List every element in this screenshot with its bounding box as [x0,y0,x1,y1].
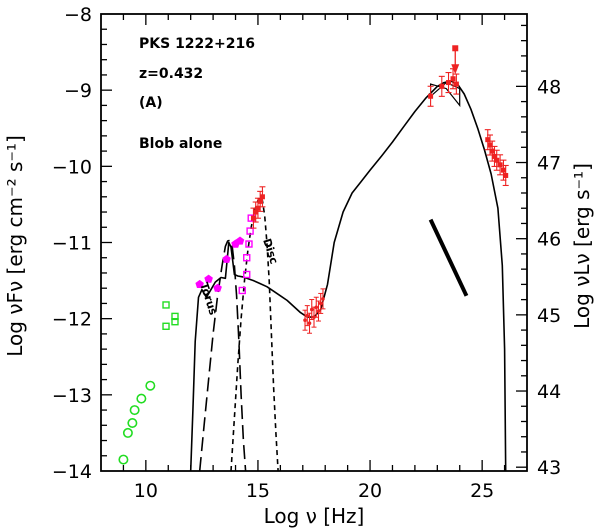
optical-point [246,227,254,235]
series-radio [118,380,156,465]
uv-point [255,205,261,211]
y2-tick-label: 46 [537,229,561,251]
bowtie-slope [428,218,469,297]
x-axis-title: Log ν [Hz] [264,504,365,528]
series-xray [302,288,326,334]
ir-point [222,254,231,263]
series-ir [195,236,245,292]
radio-point [145,380,156,391]
uv-point [259,194,265,200]
case-label: (A) [139,95,163,111]
radio-point [136,393,147,404]
xray-point [309,307,314,312]
radio-point [127,418,138,429]
uv-point [257,198,263,204]
gamma_fermi-point [446,80,452,86]
series-optical [238,214,255,295]
ir-point [204,274,213,283]
xray-point [307,321,312,326]
tev_magic-point [485,137,491,143]
plot-frame [100,13,528,472]
series-uv [250,186,266,229]
y2-axis-title: Log νLν [erg s⁻¹] [570,163,594,329]
x-tick-label: 25 [470,480,494,502]
gamma_fermi-point [439,83,445,89]
optical-point [238,286,246,295]
mm-point [171,318,179,326]
tev_magic-point [489,148,495,154]
redshift-label: z=0.432 [139,66,203,82]
tev_magic-point [491,153,497,159]
ir-point [195,279,204,288]
radio-point [118,454,129,465]
y2-tick-label: 48 [537,76,561,98]
fermi_upper_limit-point-arrow-head [451,64,460,75]
tev_magic-point [487,142,493,148]
xray-point [318,301,323,306]
gamma_fermi-point [453,81,459,87]
tev_magic-point [497,162,503,168]
series-tev_magic [484,129,509,187]
ticks-layer: 10 15 20 25 −14 −13 −12 −11 −10 −9 −8 43 44 45 46 47 48 [52,4,561,502]
tev_magic-point [503,172,509,178]
model-curve-torus [198,239,247,472]
xray-point [321,297,325,301]
ir-point [213,283,222,292]
tev_magic-point [500,167,506,173]
ir-point [235,236,245,245]
y2-tick-label: 45 [537,305,561,327]
y-tick-label: −14 [52,461,92,483]
gamma_fermi-point [428,93,434,99]
gamma_fermi-point [450,76,456,82]
radio-point [129,405,140,416]
model-label: Blob alone [139,136,222,152]
uv-point [250,215,256,221]
radio-point [122,427,133,438]
y-axis-title: Log νFν [erg cm⁻² s⁻¹] [3,135,27,357]
data-points [118,45,509,465]
series-fermi_upper_limit [451,45,460,75]
xray-point [314,305,319,310]
optical-point [245,240,253,248]
y2-tick-label: 47 [537,153,561,175]
xray-point [305,313,310,318]
source-name: PKS 1222+216 [139,36,255,52]
optical-point [243,270,251,279]
x-tick-label: 15 [246,480,270,502]
y-tick-label: −10 [52,156,92,178]
mm-point [162,322,170,330]
y-tick-label: −13 [52,385,92,407]
series-mm [162,301,179,330]
x-tick-label: 20 [358,480,382,502]
tev_magic-point [494,157,500,163]
y-tick-label: −8 [64,4,92,26]
series-gamma_fermi [427,68,460,107]
mm-point [162,301,170,309]
optical-point [243,254,251,262]
y2-tick-label: 43 [537,457,561,479]
series-bowtie_slope [428,218,469,297]
y-tick-label: −12 [52,309,92,331]
uv-point [253,209,259,215]
y-tick-label: −9 [64,80,92,102]
x-tick-label: 10 [134,480,158,502]
xray-point [316,309,321,313]
y-tick-label: −11 [52,233,92,255]
y2-tick-label: 44 [537,381,561,403]
xray-point [303,318,307,322]
